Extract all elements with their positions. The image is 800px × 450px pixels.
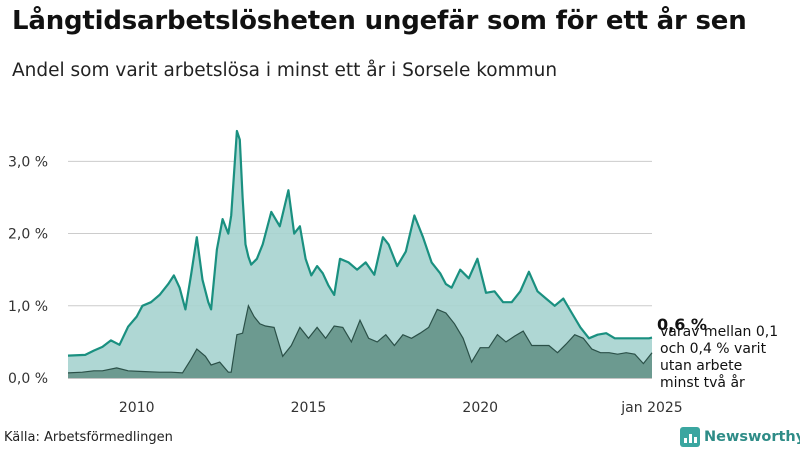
brand-logo[interactable]: Newsworthy <box>680 426 800 448</box>
chart-title: Långtidsarbetslösheten ungefär som för e… <box>12 6 747 36</box>
annotation-value: 0,6 % <box>657 315 707 334</box>
x-tick-label: 2015 <box>291 400 327 416</box>
total-line <box>67 129 653 357</box>
area-series <box>67 129 653 378</box>
bar-chart-icon <box>680 427 700 447</box>
annotation-line-4: minst två år <box>660 374 745 391</box>
latest-value-annotation: 0,6 % varav mellan 0,1 och 0,4 % varit u… <box>657 315 778 391</box>
longterm-line <box>67 304 653 374</box>
x-tick-label: 2020 <box>462 400 498 416</box>
annotation-line-2: och 0,4 % varit <box>660 341 767 357</box>
x-tick-label: 2010 <box>119 400 155 416</box>
chart-subtitle: Andel som varit arbetslösa i minst ett å… <box>12 60 558 81</box>
x-tick-label: jan 2025 <box>620 400 682 416</box>
y-tick-label: 1,0 % <box>8 299 48 315</box>
total-area <box>68 131 652 378</box>
axis-labels: 0,0 % 1,0 % 2,0 % 3,0 % 2010 2015 2020 jan 2025 <box>8 154 683 416</box>
y-tick-label: 2,0 % <box>8 227 48 243</box>
annotation-line-1: varav mellan 0,1 <box>660 324 778 340</box>
y-tick-label: 3,0 % <box>8 154 48 170</box>
annotation-line-3: utan arbete <box>660 358 742 374</box>
brand-name: Newsworthy <box>704 429 800 445</box>
longterm-area <box>68 305 652 378</box>
source-note: Källa: Arbetsförmedlingen <box>4 430 173 445</box>
y-tick-label: 0,0 % <box>8 371 48 387</box>
